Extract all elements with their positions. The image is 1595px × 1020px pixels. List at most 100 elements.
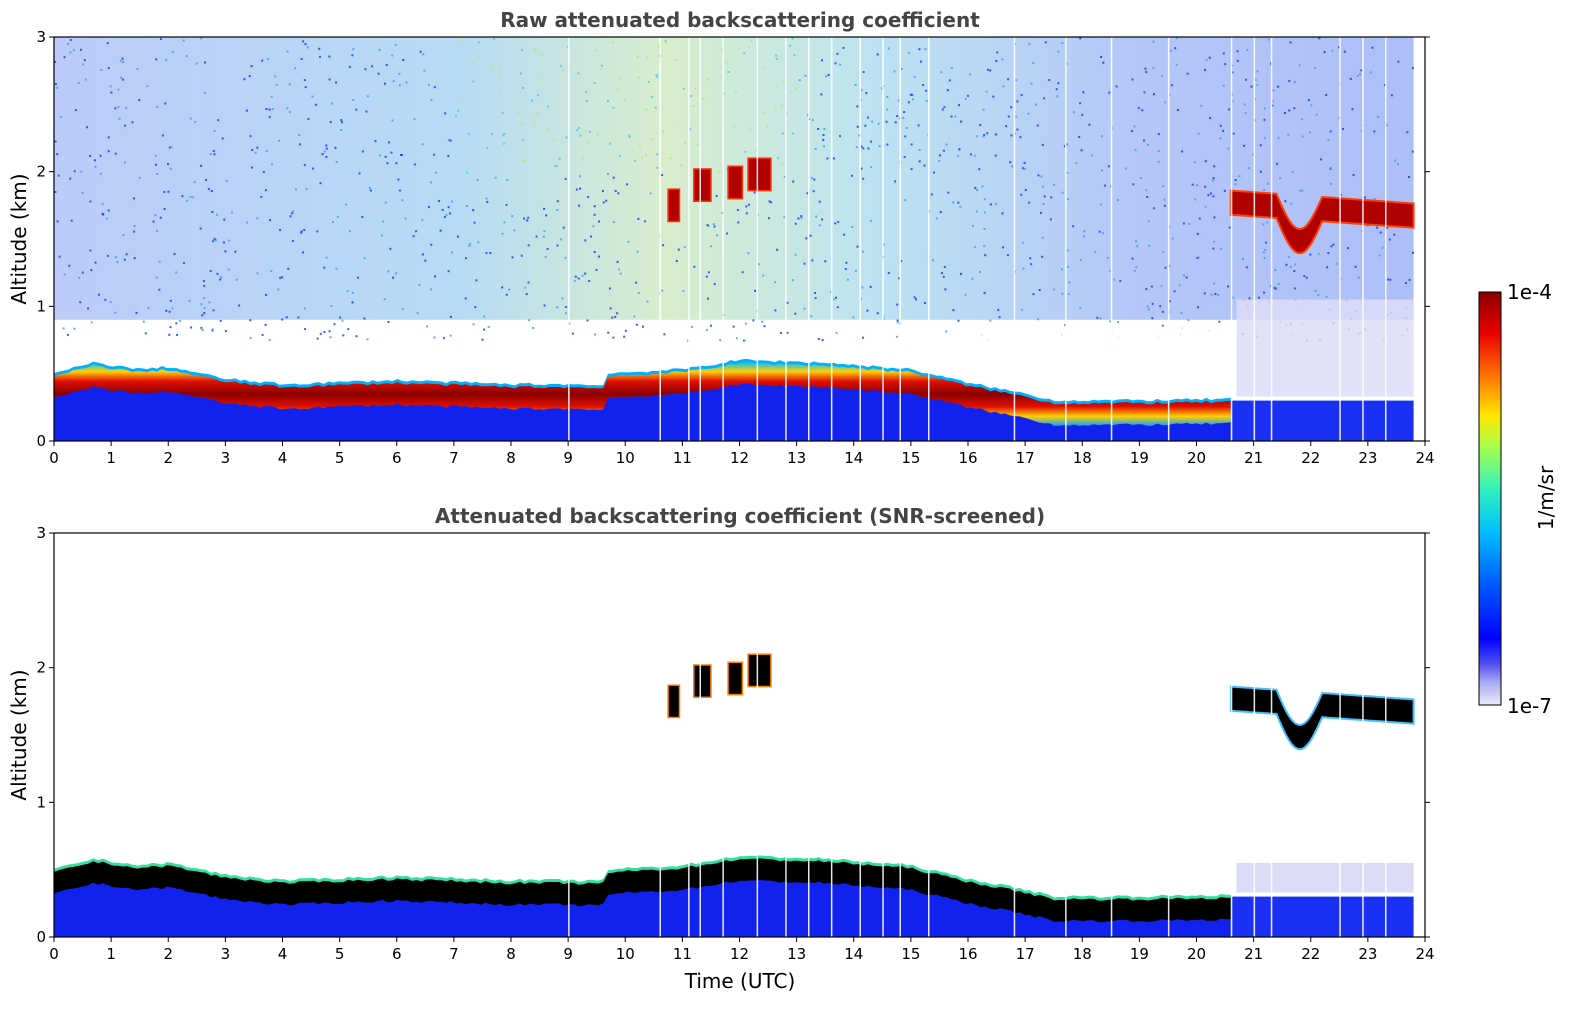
x-tick-label: 0 xyxy=(49,945,59,963)
boundary-layer-body-late xyxy=(1230,896,1414,937)
data-gap-22 xyxy=(1385,37,1387,441)
panel-screened-heatmap xyxy=(54,533,1425,937)
data-gap-19 xyxy=(1270,533,1273,937)
y-tick-label: 2 xyxy=(36,659,46,677)
x-tick-label: 18 xyxy=(1073,449,1092,467)
data-gap-11 xyxy=(899,533,901,937)
panel-screened-axes: 0 1 2 3 4 5 6 7 8 9 10 11 12 13 14 15 16 17 18 19 20 21 22 23 24… xyxy=(36,524,1434,963)
x-tick-label: 13 xyxy=(787,449,806,467)
panel-raw-ylabel: Altitude (km) xyxy=(7,173,31,304)
x-tick-label: 2 xyxy=(163,945,173,963)
x-tick-label: 0 xyxy=(49,449,59,467)
aerosol-layer xyxy=(54,361,1231,426)
data-gap-1 xyxy=(659,37,661,441)
y-tick-label: 2 xyxy=(36,163,46,181)
cloud-patch-2 xyxy=(727,165,744,200)
data-gap-12 xyxy=(928,533,930,937)
y-tick-label: 1 xyxy=(36,793,46,811)
cloud-patch-1 xyxy=(693,664,712,699)
data-gap-10 xyxy=(882,533,884,937)
x-tick-label: 23 xyxy=(1358,449,1377,467)
cloud-patch-3 xyxy=(747,157,772,192)
x-tick-label: 12 xyxy=(730,449,749,467)
x-tick-label: 3 xyxy=(221,945,231,963)
data-gap-21 xyxy=(1362,533,1364,937)
noise-speckle xyxy=(54,37,1414,342)
x-tick-label: 21 xyxy=(1244,449,1263,467)
x-tick-label: 17 xyxy=(1016,449,1035,467)
x-tick-label: 11 xyxy=(673,449,692,467)
x-tick-label: 22 xyxy=(1301,449,1320,467)
data-gap-7 xyxy=(808,37,810,441)
data-gap-20 xyxy=(1339,37,1341,441)
data-gap-3 xyxy=(699,37,701,441)
x-tick-label: 13 xyxy=(787,945,806,963)
data-gap-20 xyxy=(1339,533,1341,937)
cloud-patch-1 xyxy=(693,168,712,203)
panel-screened-ylabel: Altitude (km) xyxy=(7,669,31,800)
x-tick-label: 15 xyxy=(901,449,920,467)
panel-screened-title: Attenuated backscattering coefficient (S… xyxy=(435,504,1045,528)
y-tick-label: 3 xyxy=(36,28,46,46)
data-gap-18 xyxy=(1253,533,1256,937)
data-gap-16 xyxy=(1167,37,1170,441)
x-tick-label: 16 xyxy=(958,945,977,963)
y-tick-label: 0 xyxy=(36,928,46,946)
aerosol-layer xyxy=(54,858,1231,923)
data-gap-14 xyxy=(1065,37,1067,441)
x-tick-label: 16 xyxy=(958,449,977,467)
x-tick-label: 18 xyxy=(1073,945,1092,963)
panel-raw-axes: 0 1 2 3 4 5 6 7 8 9 10 11 12 13 14 15 16 17 18 19 20 21 22 23 24… xyxy=(36,28,1434,467)
x-tick-label: 20 xyxy=(1187,449,1206,467)
clear-air-region xyxy=(968,326,1226,394)
data-gap-11 xyxy=(899,37,901,441)
y-tick-label: 0 xyxy=(36,432,46,450)
x-tick-label: 21 xyxy=(1244,945,1263,963)
data-gap-14 xyxy=(1065,533,1067,937)
x-tick-label: 2 xyxy=(163,449,173,467)
boundary-layer-body-late xyxy=(1230,400,1414,441)
x-tick-label: 8 xyxy=(506,945,516,963)
panel-raw-title: Raw attenuated backscattering coefficien… xyxy=(500,8,980,32)
x-tick-label: 24 xyxy=(1415,945,1434,963)
x-tick-label: 19 xyxy=(1130,945,1149,963)
x-tick-label: 17 xyxy=(1016,945,1035,963)
data-gap-3 xyxy=(699,533,701,937)
x-tick-label: 4 xyxy=(278,945,288,963)
panel-screened-xlabel: Time (UTC) xyxy=(684,969,796,993)
data-gap-5 xyxy=(756,533,759,937)
colorbar-unit-label: 1/m/sr xyxy=(1534,465,1558,530)
data-gap-15 xyxy=(1110,533,1113,937)
data-gap-8 xyxy=(830,37,833,441)
data-gap-6 xyxy=(785,37,787,441)
y-tick-label: 3 xyxy=(36,524,46,542)
y-tick-label: 1 xyxy=(36,297,46,315)
data-gap-2 xyxy=(688,533,690,937)
cloud-patch-2 xyxy=(727,661,744,696)
data-gap-10 xyxy=(882,37,884,441)
x-tick-label: 9 xyxy=(563,945,573,963)
late-haze-region xyxy=(1236,299,1414,397)
cloud-patch-0 xyxy=(667,684,681,719)
x-tick-label: 15 xyxy=(901,945,920,963)
data-gap-4 xyxy=(722,37,724,441)
x-tick-label: 6 xyxy=(392,449,402,467)
data-gap-17 xyxy=(1230,37,1233,441)
data-gap-13 xyxy=(1013,533,1016,937)
x-tick-label: 5 xyxy=(335,449,345,467)
x-tick-label: 22 xyxy=(1301,945,1320,963)
x-tick-label: 4 xyxy=(278,449,288,467)
data-gap-16 xyxy=(1167,533,1170,937)
data-gap-6 xyxy=(785,533,787,937)
panel-raw-heatmap xyxy=(54,37,1425,441)
cloud-layer-4 xyxy=(1229,189,1415,255)
x-tick-label: 3 xyxy=(221,449,231,467)
data-gap-8 xyxy=(830,533,833,937)
colorbar: 1e-4 1e-7 1/m/sr xyxy=(1478,280,1558,718)
x-tick-label: 5 xyxy=(335,945,345,963)
x-tick-label: 7 xyxy=(449,449,459,467)
data-gap-17 xyxy=(1230,533,1233,937)
x-tick-label: 14 xyxy=(844,945,863,963)
cloud-patch-3 xyxy=(747,653,772,688)
